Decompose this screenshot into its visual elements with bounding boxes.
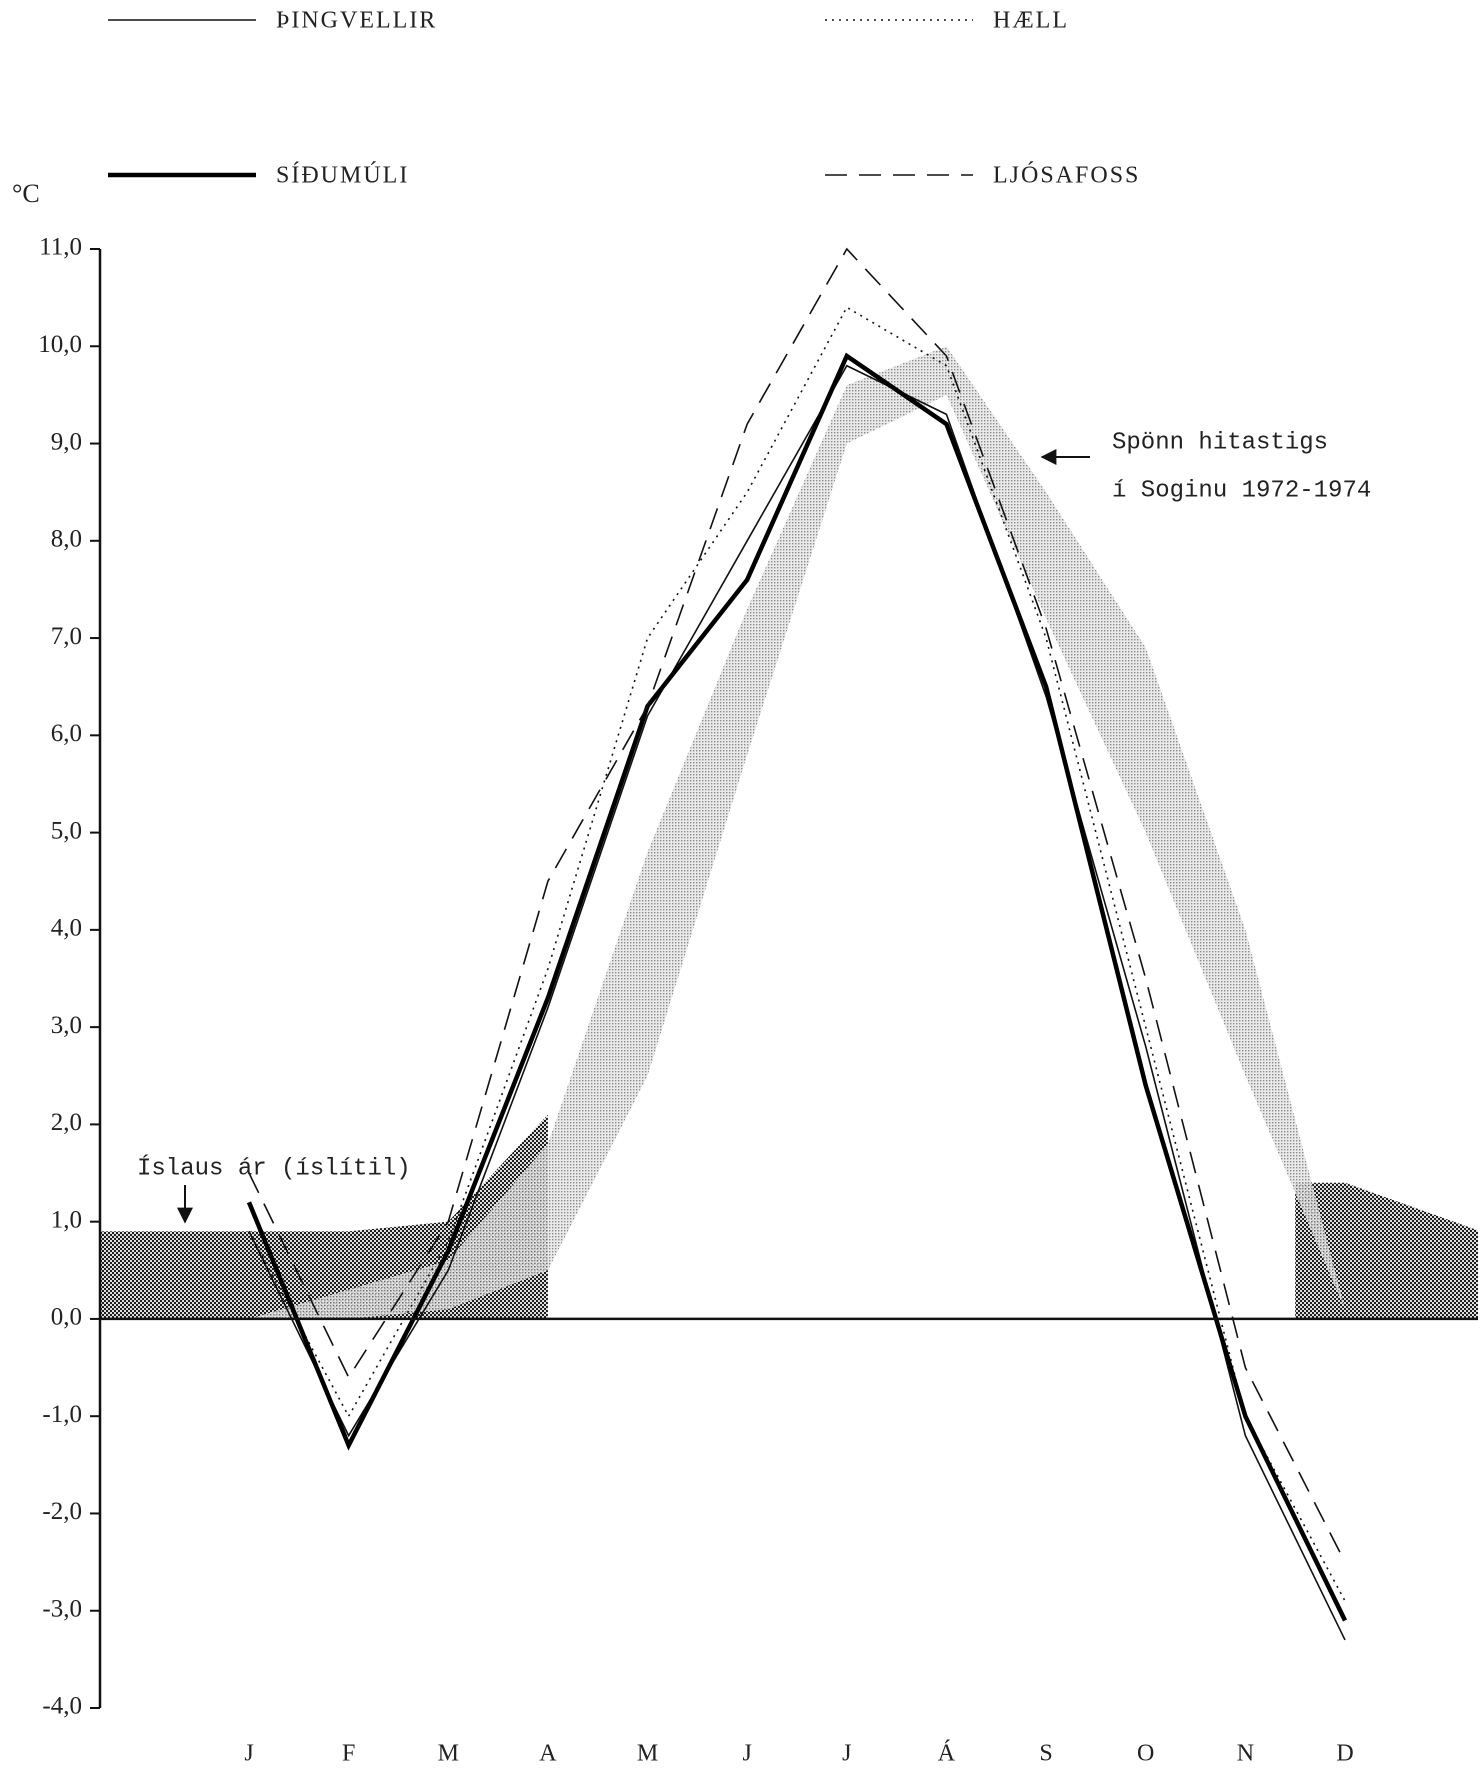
- x-tick-label: M: [637, 1741, 658, 1767]
- y-tick-label: 9,0: [51, 428, 82, 455]
- legend-label: SÍÐUMÚLI: [276, 162, 409, 189]
- series-line: [248, 364, 1346, 1641]
- y-tick-label: -3,0: [42, 1595, 82, 1622]
- x-tick-label: S: [1039, 1741, 1052, 1767]
- range-band: [249, 346, 1345, 1319]
- x-tick-label: J: [743, 1741, 752, 1767]
- y-tick-label: 11,0: [39, 234, 82, 261]
- annotation: í Soginu 1972-1974: [1112, 477, 1371, 504]
- y-tick-label: 7,0: [51, 623, 82, 650]
- y-tick-label: 1,0: [51, 1206, 82, 1233]
- y-tick-label: -1,0: [42, 1401, 82, 1428]
- range-band: [1295, 1182, 1478, 1319]
- y-tick-label: 4,0: [51, 915, 82, 942]
- legend-label: ÞINGVELLIR: [276, 8, 437, 34]
- x-tick-label: A: [539, 1741, 557, 1767]
- y-tick-label: 2,0: [51, 1109, 82, 1136]
- x-tick-label: D: [1336, 1741, 1353, 1767]
- x-tick-label: N: [1237, 1741, 1254, 1767]
- annotation: Spönn hitastigs: [1112, 429, 1328, 456]
- y-tick-label: 10,0: [38, 331, 82, 358]
- y-tick-label: -2,0: [42, 1498, 82, 1525]
- annotation: Íslaus ár (íslítil): [137, 1154, 411, 1182]
- x-tick-label: F: [342, 1741, 355, 1767]
- legend-label: LJÓSAFOSS: [993, 162, 1140, 189]
- y-tick-label: 0,0: [51, 1304, 82, 1331]
- y-tick-label: 8,0: [51, 526, 82, 553]
- series-line: [246, 352, 1348, 1622]
- x-tick-label: J: [244, 1741, 253, 1767]
- x-tick-label: M: [438, 1741, 459, 1767]
- y-tick-label: -4,0: [42, 1693, 82, 1720]
- y-tick-label: 3,0: [51, 1012, 82, 1039]
- x-tick-label: Á: [938, 1741, 956, 1767]
- y-tick-label: 5,0: [51, 817, 82, 844]
- legend-label: HÆLL: [993, 8, 1069, 34]
- series-line: [248, 247, 1346, 1563]
- y-tick-label: 6,0: [51, 720, 82, 747]
- x-tick-label: O: [1137, 1741, 1154, 1767]
- x-tick-label: J: [842, 1741, 851, 1767]
- y-axis-label: °C: [12, 179, 40, 208]
